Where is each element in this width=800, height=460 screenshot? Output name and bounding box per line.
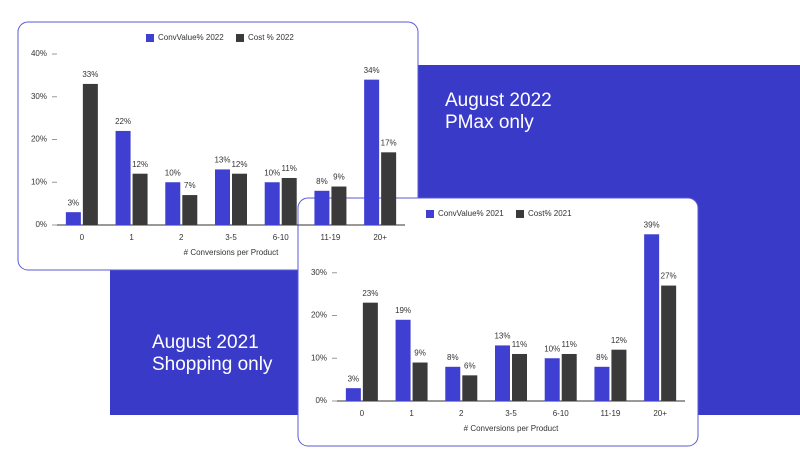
y-tick-label: 20% (311, 311, 327, 320)
caption-title: August 2021 (152, 332, 259, 353)
caption-subtitle: PMax only (445, 112, 534, 133)
x-tick-label: 2 (179, 233, 184, 242)
x-tick-label: 6-10 (553, 409, 570, 418)
caption-title: August 2022 (445, 90, 552, 111)
legend-swatch (236, 34, 244, 42)
bar (594, 366, 610, 401)
bar (561, 353, 577, 401)
x-tick-label: 6-10 (273, 233, 290, 242)
x-tick-label: 1 (409, 409, 414, 418)
value-label: 11% (282, 164, 297, 173)
value-label: 27% (661, 272, 677, 281)
y-tick-label: 0% (35, 220, 47, 229)
bar (232, 173, 247, 225)
legend-swatch (516, 210, 524, 218)
bar (165, 182, 181, 225)
x-tick-label: 2 (459, 409, 464, 418)
x-tick-label: 3-5 (225, 233, 237, 242)
bar (331, 186, 347, 225)
bar (364, 79, 380, 226)
bar (412, 362, 428, 401)
x-tick-label: 3-5 (505, 409, 517, 418)
legend-label: Cost% 2021 (528, 209, 572, 218)
value-label: 9% (414, 349, 426, 358)
value-label: 10% (544, 344, 560, 353)
bar (65, 212, 81, 225)
x-tick-label: 1 (129, 233, 134, 242)
x-tick-label: 20+ (653, 409, 667, 418)
y-tick-label: 10% (31, 177, 47, 186)
value-label: 13% (214, 156, 230, 165)
x-tick-label: 0 (80, 233, 85, 242)
value-label: 8% (447, 353, 459, 362)
value-label: 12% (132, 160, 148, 169)
chart-card (297, 197, 699, 447)
bar (644, 234, 660, 401)
value-label: 19% (395, 306, 411, 315)
bar (395, 319, 411, 401)
bar (314, 190, 330, 225)
caption-subtitle: Shopping only (152, 354, 273, 375)
value-label: 10% (264, 168, 280, 177)
value-label: 6% (464, 361, 476, 370)
bar (264, 182, 280, 225)
bar (544, 358, 560, 401)
value-label: 17% (381, 138, 397, 147)
legend-label: Cost % 2022 (248, 33, 294, 42)
bar (512, 353, 527, 401)
bar (281, 177, 297, 225)
value-label: 13% (494, 332, 510, 341)
value-label: 34% (364, 66, 380, 75)
value-label: 22% (115, 117, 131, 126)
value-label: 33% (82, 70, 98, 79)
legend-swatch (146, 34, 154, 42)
bar (611, 349, 627, 401)
value-label: 39% (644, 220, 660, 229)
bar (462, 375, 478, 401)
x-tick-label: 11-19 (600, 409, 620, 418)
x-tick-label: 0 (360, 409, 365, 418)
value-label: 7% (184, 181, 196, 190)
value-label: 23% (362, 289, 378, 298)
bar (495, 345, 510, 401)
bar (182, 195, 198, 225)
bar (215, 169, 230, 225)
value-label: 3% (68, 198, 80, 207)
bar (362, 302, 378, 401)
value-label: 12% (611, 336, 627, 345)
legend-label: ConvValue% 2021 (438, 209, 504, 218)
y-tick-label: 20% (31, 135, 47, 144)
y-tick-label: 0% (315, 396, 327, 405)
bar (115, 130, 131, 225)
value-label: 8% (316, 177, 328, 186)
legend-swatch (426, 210, 434, 218)
y-tick-label: 10% (311, 353, 327, 362)
y-tick-label: 30% (31, 92, 47, 101)
x-axis-label: # Conversions per Product (184, 248, 279, 257)
x-axis-label: # Conversions per Product (464, 424, 559, 433)
bar (445, 366, 461, 401)
bar (82, 83, 98, 225)
value-label: 11% (512, 340, 527, 349)
x-tick-label: 20+ (373, 233, 387, 242)
y-tick-label: 30% (311, 268, 327, 277)
value-label: 9% (333, 173, 345, 182)
bar (345, 388, 361, 401)
bar (661, 285, 677, 401)
x-tick-label: 11-19 (320, 233, 340, 242)
value-label: 12% (231, 160, 247, 169)
value-label: 3% (348, 374, 360, 383)
bar (132, 173, 148, 225)
legend-label: ConvValue% 2022 (158, 33, 224, 42)
value-label: 11% (562, 340, 577, 349)
y-tick-label: 40% (31, 49, 47, 58)
value-label: 8% (596, 353, 608, 362)
bar (381, 152, 397, 225)
value-label: 10% (165, 168, 181, 177)
